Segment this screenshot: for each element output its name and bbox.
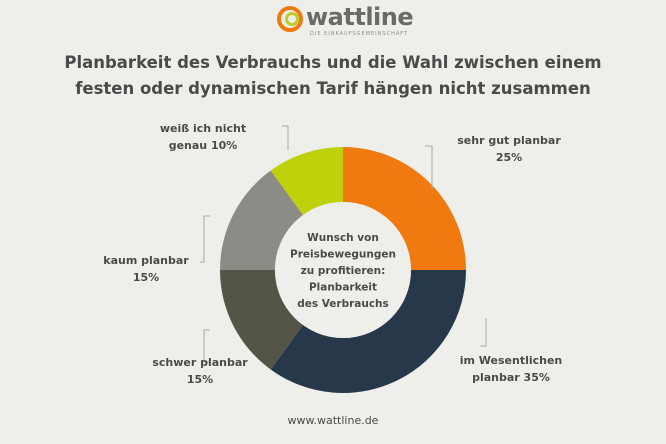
leader-line-1 [480,318,487,347]
label-value: 15% [132,271,160,284]
footer-url: www.wattline.de [287,414,379,427]
title-line-2: festen oder dynamischen Tarif hängen nic… [75,79,591,98]
label-im-wesentlichen-planbar: im Wesentlichen planbar 35% [446,352,576,386]
center-label-line-1: Preisbewegungen [290,249,396,261]
label-weiss-ich-nicht: weiß ich nicht genau 10% [143,120,263,154]
label-text: im Wesentlichen [459,354,563,367]
leader-lines [200,125,487,363]
leader-line-4 [282,125,289,150]
slices-group [220,147,466,393]
label-value: genau 10% [168,139,238,152]
center-label-line-2: zu profitieren: [301,265,386,277]
leader-line-2 [203,329,210,363]
title-line-1: Planbarkeit des Verbrauchs und die Wahl … [64,53,602,72]
label-value: planbar 35% [472,371,550,384]
brand-name: wattline [306,3,414,31]
label-schwer-planbar: schwer planbar 15% [150,354,250,388]
leader-line-3 [200,215,210,263]
label-text: schwer planbar [152,356,248,369]
slice-0 [343,147,466,270]
center-label-line-0: Wunsch von [307,232,379,244]
label-kaum-planbar: kaum planbar 15% [96,252,196,286]
slice-3 [220,170,304,270]
donut-hole [275,202,411,338]
chart-title: Planbarkeit des Verbrauchs und die Wahl … [40,50,626,102]
center-label: Wunsch von Preisbewegungen zu profitieren:… [290,232,396,310]
label-text: sehr gut planbar [457,134,561,147]
label-text: weiß ich nicht [159,122,247,135]
center-label-line-4: des Verbrauchs [297,298,389,310]
wattline-logo-icon [277,6,303,32]
label-value: 15% [186,373,214,386]
leader-line-0 [425,145,433,190]
slice-4 [270,147,343,215]
label-value: 25% [495,151,523,164]
center-label-line-3: Planbarkeit [309,282,377,294]
slice-1 [270,270,466,393]
label-sehr-gut-planbar: sehr gut planbar 25% [444,132,574,166]
brand-tagline: DIE EINKAUFSGEMEINSCHAFT [310,31,409,37]
label-text: kaum planbar [103,254,189,267]
brand-logo: wattline DIE EINKAUFSGEMEINSCHAFT [0,3,666,40]
slice-2 [220,270,304,370]
